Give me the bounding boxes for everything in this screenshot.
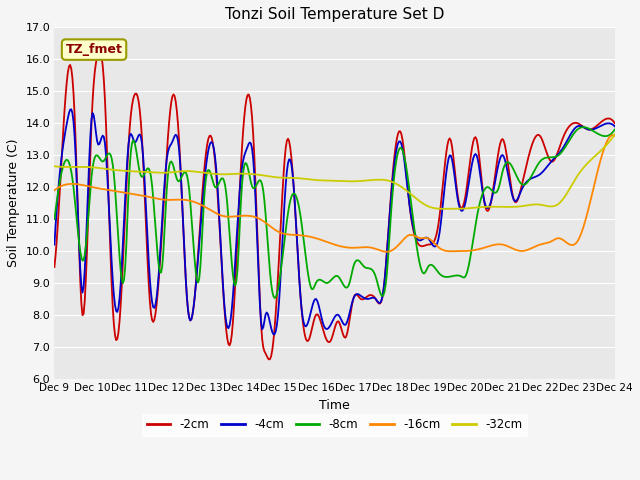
- -4cm: [600, 121, 607, 127]
- -2cm: [512, 199, 520, 205]
- Line: -16cm: -16cm: [54, 135, 615, 252]
- Y-axis label: Soil Temperature (C): Soil Temperature (C): [7, 139, 20, 267]
- -4cm: [323, 326, 330, 332]
- -16cm: [611, 133, 619, 139]
- -32cm: [317, 178, 324, 183]
- -8cm: [321, 280, 329, 286]
- -8cm: [355, 258, 363, 264]
- Text: TZ_fmet: TZ_fmet: [66, 43, 122, 56]
- -16cm: [383, 249, 390, 254]
- -16cm: [320, 238, 328, 244]
- -32cm: [51, 163, 58, 169]
- -8cm: [579, 124, 587, 130]
- -4cm: [512, 198, 520, 204]
- -32cm: [511, 204, 518, 210]
- -32cm: [440, 206, 448, 212]
- -2cm: [51, 264, 58, 270]
- -32cm: [611, 132, 619, 137]
- -16cm: [598, 151, 606, 156]
- -16cm: [511, 247, 518, 252]
- Line: -4cm: -4cm: [54, 109, 615, 335]
- -2cm: [356, 295, 364, 301]
- -32cm: [354, 178, 362, 184]
- -4cm: [319, 320, 326, 325]
- -2cm: [265, 357, 273, 362]
- -4cm: [611, 123, 619, 129]
- Line: -2cm: -2cm: [54, 51, 615, 360]
- -16cm: [354, 245, 362, 251]
- Line: -8cm: -8cm: [54, 127, 615, 298]
- -32cm: [598, 146, 606, 152]
- -8cm: [318, 277, 326, 283]
- -8cm: [51, 216, 58, 222]
- -8cm: [611, 127, 619, 132]
- -8cm: [511, 169, 518, 175]
- -4cm: [387, 206, 394, 212]
- -2cm: [600, 117, 607, 123]
- -16cm: [51, 187, 58, 193]
- -2cm: [611, 120, 619, 126]
- -4cm: [67, 107, 75, 112]
- Legend: -2cm, -4cm, -8cm, -16cm, -32cm: -2cm, -4cm, -8cm, -16cm, -32cm: [142, 414, 527, 436]
- -32cm: [320, 178, 328, 183]
- Title: Tonzi Soil Temperature Set D: Tonzi Soil Temperature Set D: [225, 7, 444, 22]
- -2cm: [323, 336, 330, 342]
- Line: -32cm: -32cm: [54, 134, 615, 209]
- -8cm: [600, 133, 607, 139]
- X-axis label: Time: Time: [319, 398, 350, 411]
- -16cm: [385, 249, 393, 254]
- -4cm: [356, 292, 364, 298]
- -2cm: [95, 48, 103, 54]
- -16cm: [609, 132, 616, 138]
- -8cm: [271, 295, 278, 301]
- -2cm: [319, 326, 326, 332]
- -4cm: [271, 332, 278, 337]
- -2cm: [387, 203, 394, 209]
- -32cm: [384, 178, 392, 183]
- -4cm: [51, 242, 58, 248]
- -8cm: [385, 240, 393, 246]
- -16cm: [317, 237, 324, 242]
